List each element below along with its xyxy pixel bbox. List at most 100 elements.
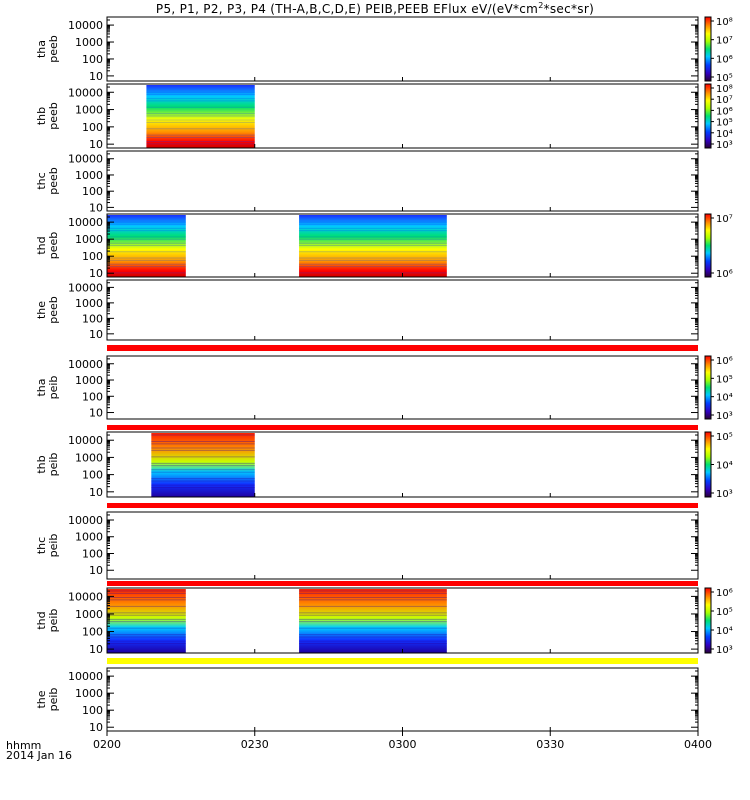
y-axis-label: the (35, 301, 48, 319)
colorbar-tick-label: 10⁵ (716, 118, 733, 129)
y-tick-label: 1000 (75, 104, 103, 117)
x-tick-label: 0300 (389, 738, 417, 751)
colorbar-tick-label: 10⁸ (716, 17, 733, 28)
y-tick-label: 10000 (68, 153, 103, 166)
panel-thc-peib: 10000 1000 100 10 thc peib (35, 511, 699, 580)
panel-frame (106, 279, 699, 341)
spectrogram-block (107, 589, 186, 653)
spectrogram-block (299, 215, 447, 277)
y-tick-label: 1000 (75, 531, 103, 544)
y-tick-label: 100 (82, 185, 103, 198)
y-axis-label: peeb (47, 102, 60, 130)
y-tick-label: 10 (89, 564, 103, 577)
y-axis-label: peeb (47, 232, 60, 260)
y-tick-label: 10 (89, 721, 103, 734)
colorbar-tick-label: 10³ (716, 140, 733, 151)
colorbar-tick-label: 10⁵ (716, 432, 733, 443)
panel-thd-peeb: 10000 1000 100 10 thd peeb 10⁷ 10⁶ (35, 213, 733, 280)
y-tick-label: 100 (82, 704, 103, 717)
y-axis-label: thd (35, 611, 48, 629)
y-tick-label: 100 (82, 390, 103, 403)
y-axis-label: peib (47, 688, 60, 712)
spectrogram-block (151, 433, 255, 497)
quality-flag-bar (107, 658, 698, 664)
y-tick-label: 10000 (68, 434, 103, 447)
x-tick-label: 0230 (241, 738, 269, 751)
colorbar (704, 16, 712, 82)
colorbar-tick-label: 10⁷ (716, 95, 733, 106)
y-tick-label: 10000 (68, 590, 103, 603)
colorbar-tick-label: 10³ (716, 645, 733, 656)
y-axis-label: peeb (47, 167, 60, 195)
y-tick-label: 1000 (75, 608, 103, 621)
figure-title: P5, P1, P2, P3, P4 (TH-A,B,C,D,E) PEIB,P… (155, 1, 595, 16)
y-tick-label: 1000 (75, 36, 103, 49)
y-tick-label: 10000 (68, 86, 103, 99)
panel-frame (106, 511, 699, 580)
quality-flag-bar (107, 425, 698, 430)
panel-thd-peib: 10000 1000 100 10 thd peib 10⁶ 10⁵ 10⁴ 10³ (35, 587, 733, 656)
colorbar-tick-label: 10⁷ (716, 36, 733, 47)
y-axis-label: tha (35, 40, 48, 58)
y-axis-label: thc (35, 172, 48, 189)
colorbar-tick-label: 10³ (716, 489, 733, 500)
quality-flag-bar (107, 503, 698, 508)
y-tick-label: 10000 (68, 670, 103, 683)
y-tick-label: 10 (89, 138, 103, 151)
panel-frame (106, 667, 699, 732)
colorbar-tick-label: 10⁶ (716, 54, 733, 65)
y-axis-label: peeb (47, 296, 60, 324)
y-tick-label: 10 (89, 643, 103, 656)
y-axis-label: tha (35, 378, 48, 396)
y-axis-label: the (35, 690, 48, 708)
x-tick-label: 0400 (684, 738, 712, 751)
y-tick-label: 100 (82, 250, 103, 263)
y-axis-label: thb (35, 455, 48, 473)
y-tick-label: 100 (82, 469, 103, 482)
y-tick-label: 10 (89, 328, 103, 341)
y-tick-label: 10000 (68, 358, 103, 371)
colorbar (704, 587, 712, 654)
colorbar-tick-label: 10⁷ (716, 214, 733, 225)
colorbar-tick-label: 10⁶ (716, 356, 733, 367)
panel-thb-peib: 10000 1000 100 10 thb peib 10⁵ 10⁴ 10³ (35, 431, 733, 500)
colorbar-tick-label: 10³ (716, 411, 733, 422)
y-tick-label: 10000 (68, 216, 103, 229)
y-axis-label: peib (47, 609, 60, 633)
y-tick-label: 1000 (75, 374, 103, 387)
y-tick-label: 10 (89, 407, 103, 420)
date-label: 2014 Jan 16 (6, 749, 72, 762)
quality-flag-bar (107, 345, 698, 351)
colorbar-tick-label: 10⁴ (716, 393, 733, 404)
y-tick-label: 1000 (75, 297, 103, 310)
y-tick-label: 1000 (75, 687, 103, 700)
y-axis-label: peib (47, 376, 60, 400)
y-tick-label: 100 (82, 53, 103, 66)
colorbar-tick-label: 10⁶ (716, 106, 733, 117)
y-axis-label: peib (47, 453, 60, 477)
colorbar-tick-label: 10⁴ (716, 626, 733, 637)
colorbar-tick-label: 10⁴ (716, 129, 733, 140)
y-axis-label: thb (35, 107, 48, 125)
colorbar-tick-label: 10⁴ (716, 461, 733, 472)
panel-frame (106, 355, 699, 420)
panel-tha-peib: 10000 1000 100 10 tha peib 10⁶ 10⁵ 10⁴ 10³ (35, 355, 733, 422)
x-tick-label: 0330 (536, 738, 564, 751)
colorbar-tick-label: 10⁵ (716, 607, 733, 618)
colorbar-tick-label: 10⁵ (716, 73, 733, 84)
x-tick-label: 0200 (93, 738, 121, 751)
colorbar-tick-label: 10⁶ (716, 588, 733, 599)
time-axis-label: hhmm (6, 739, 42, 752)
panel-frame (106, 150, 699, 212)
y-tick-label: 10000 (68, 514, 103, 527)
colorbar (704, 431, 712, 498)
panel-the-peib: 10000 1000 100 10 the peib (35, 667, 699, 734)
y-axis-label: thc (35, 537, 48, 554)
y-tick-label: 100 (82, 547, 103, 560)
colorbar-tick-label: 10⁶ (716, 269, 733, 280)
y-tick-label: 100 (82, 312, 103, 325)
y-tick-label: 100 (82, 121, 103, 134)
y-tick-label: 10000 (68, 281, 103, 294)
